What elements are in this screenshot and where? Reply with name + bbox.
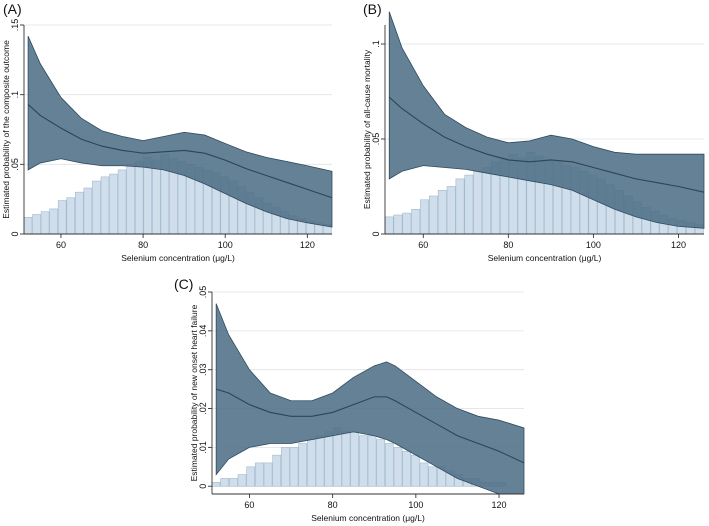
x-tick-label: 120 (492, 500, 507, 510)
y-axis-title: Estimated probability of new onset heart… (189, 304, 199, 481)
histogram-bar (341, 431, 351, 487)
y-tick-label: .05 (198, 286, 208, 299)
y-tick-label: .15 (10, 19, 20, 32)
panel-label: (C) (174, 276, 193, 292)
x-tick-label: 100 (408, 500, 423, 510)
histogram-bar (482, 167, 492, 235)
histogram-bar (143, 157, 153, 235)
x-tick-label: 60 (418, 240, 428, 250)
y-tick-label: .05 (371, 133, 381, 146)
histogram-bar (100, 176, 110, 235)
x-tick-label: 120 (300, 240, 315, 250)
panel-label: (A) (3, 1, 22, 17)
x-tick-label: 60 (56, 240, 66, 250)
x-axis-title: Selenium concentration (μg/L) (311, 513, 425, 523)
histogram-bar (473, 171, 483, 235)
histogram-bar (350, 431, 360, 487)
panel-c: 0 .01 .02 .03 .04 .05 60 80 100 120 Selenium conce… (174, 276, 525, 523)
histogram-bar (307, 439, 316, 487)
histogram-bar (40, 211, 50, 235)
histogram-bar (393, 447, 403, 487)
y-tick-label: .04 (198, 325, 208, 338)
histogram-bar (126, 164, 135, 235)
histogram-bar (359, 435, 368, 487)
histogram-bar (455, 178, 465, 235)
histogram-bar (211, 482, 221, 487)
x-tick-label: 120 (671, 240, 686, 250)
histogram-bar (464, 174, 474, 235)
histogram-bar (246, 466, 256, 487)
histogram-bar (66, 197, 76, 235)
histogram-bar (402, 212, 412, 235)
histogram-bar (281, 447, 290, 487)
histogram-bar (333, 427, 342, 487)
x-tick-label: 80 (328, 500, 338, 510)
histogram-bar (263, 462, 273, 487)
histogram-bar (237, 474, 247, 487)
y-tick-label: 0 (371, 231, 381, 236)
x-tick-label: 80 (138, 240, 148, 250)
mean-line (215, 388, 525, 464)
y-tick-label: .03 (198, 363, 208, 376)
histogram-bar (437, 190, 447, 235)
histogram-bar (298, 443, 308, 487)
histogram-bar (429, 195, 438, 235)
histogram-bar (255, 462, 264, 487)
histogram-bar (220, 478, 230, 487)
y-tick-label: .05 (10, 158, 20, 171)
x-axis-title: Selenium concentration (μg/L) (121, 253, 235, 263)
x-tick-label: 60 (244, 500, 254, 510)
histogram-bar (385, 443, 394, 487)
histogram-bar (109, 173, 118, 235)
histogram-bar (152, 159, 161, 235)
x-tick-label: 100 (586, 240, 601, 250)
histogram-bar (419, 462, 429, 487)
confidence-band (27, 35, 333, 228)
histogram-bar (83, 187, 93, 235)
histogram-bar (57, 200, 67, 235)
histogram-bar (393, 214, 403, 235)
histogram-bar (428, 466, 438, 487)
histogram-bar (384, 216, 394, 235)
histogram-bar (117, 169, 127, 235)
y-tick-label: .01 (198, 441, 208, 454)
x-axis-title: Selenium concentration (μg/L) (488, 253, 602, 263)
panel-b: 0 .05 .1 60 80 100 120 Selenium concentration (… (362, 1, 705, 263)
histogram-bar (272, 454, 282, 487)
histogram-bar (376, 439, 386, 487)
y-tick-label: .1 (371, 40, 381, 48)
panel-a: 0 .05 .1 .15 60 80 100 120 Selenium concentratio… (1, 1, 333, 263)
histogram-bar (23, 216, 33, 235)
histogram-bar (411, 209, 421, 235)
confidence-band (388, 11, 705, 229)
panel-label: (B) (363, 1, 382, 17)
histogram-bar (75, 191, 84, 235)
x-tick-label: 80 (503, 240, 513, 250)
y-axis-title: Estimated probability of all-cause morta… (362, 49, 372, 209)
y-tick-label: .02 (198, 402, 208, 415)
histogram-bar (411, 454, 420, 487)
histogram-bar (402, 450, 412, 487)
histogram-bar (289, 447, 299, 487)
histogram-bar (420, 199, 430, 235)
y-axis-title: Estimated probability of the composite o… (1, 40, 11, 219)
histogram-bar (92, 180, 101, 235)
histogram-bar (446, 186, 456, 235)
mean-line (388, 96, 705, 193)
y-tick-label: 0 (10, 231, 20, 236)
y-tick-label: 0 (198, 484, 208, 489)
histogram-bar (134, 161, 144, 235)
mean-line (27, 104, 333, 199)
histogram-bar (315, 435, 325, 487)
histogram-bar (49, 208, 58, 235)
histogram-bar (324, 431, 334, 487)
histogram-bar (229, 478, 238, 487)
histogram-bar (32, 214, 41, 235)
y-tick-label: .1 (10, 91, 20, 99)
x-tick-label: 100 (218, 240, 233, 250)
histogram-bar (367, 435, 377, 487)
